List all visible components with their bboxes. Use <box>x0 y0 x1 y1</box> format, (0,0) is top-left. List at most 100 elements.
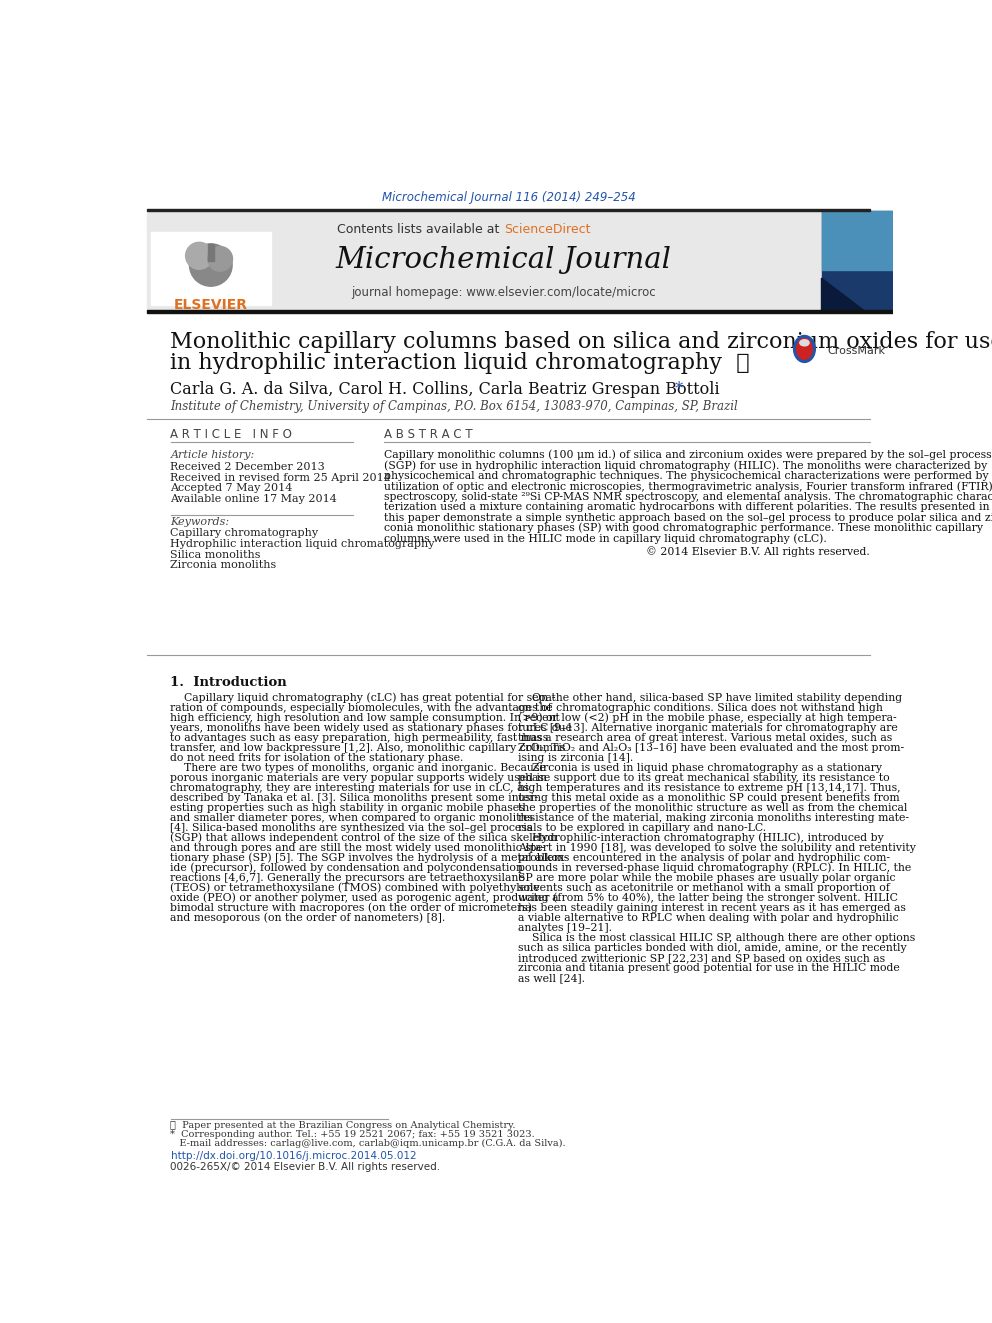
Text: Available online 17 May 2014: Available online 17 May 2014 <box>171 493 337 504</box>
Text: in hydrophilic interaction liquid chromatography  ☆: in hydrophilic interaction liquid chroma… <box>171 352 750 374</box>
Text: Zirconia monoliths: Zirconia monoliths <box>171 561 277 570</box>
Text: ration of compounds, especially biomolecules, with the advantages of: ration of compounds, especially biomolec… <box>171 703 553 713</box>
Text: and smaller diameter pores, when compared to organic monoliths: and smaller diameter pores, when compare… <box>171 812 534 823</box>
Text: high temperatures and its resistance to extreme pH [13,14,17]. Thus,: high temperatures and its resistance to … <box>518 783 901 792</box>
Ellipse shape <box>797 339 812 360</box>
Text: solvents such as acetonitrile or methanol with a small proportion of: solvents such as acetonitrile or methano… <box>518 882 890 893</box>
Text: A R T I C L E   I N F O: A R T I C L E I N F O <box>171 427 293 441</box>
Ellipse shape <box>794 336 815 363</box>
Text: problems encountered in the analysis of polar and hydrophilic com-: problems encountered in the analysis of … <box>518 853 890 863</box>
Text: ZrO₂, TiO₂ and Al₂O₃ [13–16] have been evaluated and the most prom-: ZrO₂, TiO₂ and Al₂O₃ [13–16] have been e… <box>518 742 904 753</box>
Text: such as silica particles bonded with diol, amide, amine, or the recently: such as silica particles bonded with dio… <box>518 943 907 953</box>
Bar <box>147 209 870 212</box>
Ellipse shape <box>800 340 809 345</box>
Text: on the chromatographic conditions. Silica does not withstand high: on the chromatographic conditions. Silic… <box>518 703 883 713</box>
Text: http://dx.doi.org/10.1016/j.microc.2014.05.012: http://dx.doi.org/10.1016/j.microc.2014.… <box>171 1151 416 1160</box>
Text: (SGP) that allows independent control of the size of the silica skeleton: (SGP) that allows independent control of… <box>171 832 558 843</box>
Text: water (from 5% to 40%), the latter being the stronger solvent. HILIC: water (from 5% to 40%), the latter being… <box>518 893 898 904</box>
Ellipse shape <box>189 243 232 286</box>
Text: Carla G. A. da Silva, Carol H. Collins, Carla Beatriz Grespan Bottoli: Carla G. A. da Silva, Carol H. Collins, … <box>171 381 720 398</box>
Text: zirconia and titania present good potential for use in the HILIC mode: zirconia and titania present good potent… <box>518 963 900 972</box>
Text: Institute of Chemistry, University of Campinas, P.O. Box 6154, 13083-970, Campin: Institute of Chemistry, University of Ca… <box>171 400 738 413</box>
Text: On the other hand, silica-based SP have limited stability depending: On the other hand, silica-based SP have … <box>518 693 902 703</box>
Text: chromatography, they are interesting materials for use in cLC, as: chromatography, they are interesting mat… <box>171 783 530 792</box>
Text: columns were used in the HILIC mode in capillary liquid chromatography (cLC).: columns were used in the HILIC mode in c… <box>384 533 826 544</box>
Text: conia monolithic stationary phases (SP) with good chromatographic performance. T: conia monolithic stationary phases (SP) … <box>384 523 983 533</box>
Ellipse shape <box>207 246 232 271</box>
Text: tures [9–13]. Alternative inorganic materials for chromatography are: tures [9–13]. Alternative inorganic mate… <box>518 722 898 733</box>
Text: ☆  Paper presented at the Brazilian Congress on Analytical Chemistry.: ☆ Paper presented at the Brazilian Congr… <box>171 1121 516 1130</box>
Text: ide (precursor), followed by condensation and polycondensation: ide (precursor), followed by condensatio… <box>171 863 524 873</box>
Text: Accepted 7 May 2014: Accepted 7 May 2014 <box>171 483 293 493</box>
Text: terization used a mixture containing aromatic hydrocarbons with different polari: terization used a mixture containing aro… <box>384 503 989 512</box>
Text: [4]. Silica-based monoliths are synthesized via the sol–gel process: [4]. Silica-based monoliths are synthesi… <box>171 823 533 833</box>
Text: high efficiency, high resolution and low sample consumption. In recent: high efficiency, high resolution and low… <box>171 713 560 722</box>
Text: transfer, and low backpressure [1,2]. Also, monolithic capillary columns: transfer, and low backpressure [1,2]. Al… <box>171 742 566 753</box>
Bar <box>207 245 214 261</box>
Text: SP are more polar while the mobile phases are usually polar organic: SP are more polar while the mobile phase… <box>518 873 895 882</box>
Text: (TEOS) or tetramethoxysilane (TMOS) combined with polyethylene: (TEOS) or tetramethoxysilane (TMOS) comb… <box>171 882 540 893</box>
Text: *  Corresponding author. Tel.: +55 19 2521 2067; fax: +55 19 3521 3023.: * Corresponding author. Tel.: +55 19 252… <box>171 1130 536 1139</box>
Text: Microchemical Journal: Microchemical Journal <box>335 246 672 274</box>
Text: Alpert in 1990 [18], was developed to solve the solubility and retentivity: Alpert in 1990 [18], was developed to so… <box>518 843 916 853</box>
Text: (SGP) for use in hydrophilic interaction liquid chromatography (HILIC). The mono: (SGP) for use in hydrophilic interaction… <box>384 460 987 471</box>
Text: using this metal oxide as a monolithic SP could present benefits from: using this metal oxide as a monolithic S… <box>518 792 900 803</box>
Text: Microchemical Journal 116 (2014) 249–254: Microchemical Journal 116 (2014) 249–254 <box>382 191 635 204</box>
Text: Article history:: Article history: <box>171 450 255 460</box>
Text: has been steadily gaining interest in recent years as it has emerged as: has been steadily gaining interest in re… <box>518 904 906 913</box>
Text: spectroscopy, solid-state ²⁹Si CP-MAS NMR spectroscopy, and elemental analysis. : spectroscopy, solid-state ²⁹Si CP-MAS NM… <box>384 492 992 501</box>
Text: and mesoporous (on the order of nanometers) [8].: and mesoporous (on the order of nanomete… <box>171 913 445 923</box>
Text: as well [24].: as well [24]. <box>518 972 584 983</box>
Text: pounds in reversed-phase liquid chromatography (RPLC). In HILIC, the: pounds in reversed-phase liquid chromato… <box>518 863 911 873</box>
Text: 0026-265X/© 2014 Elsevier B.V. All rights reserved.: 0026-265X/© 2014 Elsevier B.V. All right… <box>171 1162 440 1172</box>
Text: phase support due to its great mechanical stability, its resistance to: phase support due to its great mechanica… <box>518 773 889 783</box>
Text: ELSEVIER: ELSEVIER <box>174 298 248 312</box>
Text: Zirconia is used in liquid phase chromatography as a stationary: Zirconia is used in liquid phase chromat… <box>518 763 882 773</box>
Text: Received 2 December 2013: Received 2 December 2013 <box>171 462 325 472</box>
Bar <box>151 232 271 306</box>
Text: this paper demonstrate a simple synthetic approach based on the sol–gel process : this paper demonstrate a simple syntheti… <box>384 512 992 523</box>
Text: A B S T R A C T: A B S T R A C T <box>384 427 472 441</box>
Text: bimodal structure with macropores (on the order of micrometers): bimodal structure with macropores (on th… <box>171 902 533 913</box>
Text: ising is zirconia [14].: ising is zirconia [14]. <box>518 753 633 763</box>
Text: Received in revised form 25 April 2014: Received in revised form 25 April 2014 <box>171 472 392 483</box>
Text: 1.  Introduction: 1. Introduction <box>171 676 288 689</box>
Text: Capillary chromatography: Capillary chromatography <box>171 528 318 538</box>
Text: esting properties such as high stability in organic mobile phases: esting properties such as high stability… <box>171 803 525 812</box>
Text: thus a research area of great interest. Various metal oxides, such as: thus a research area of great interest. … <box>518 733 892 742</box>
Text: Silica monoliths: Silica monoliths <box>171 549 261 560</box>
Text: introduced zwitterionic SP [22,23] and SP based on oxides such as: introduced zwitterionic SP [22,23] and S… <box>518 953 885 963</box>
Text: E-mail addresses: carlag@live.com, carlab@iqm.unicamp.br (C.G.A. da Silva).: E-mail addresses: carlag@live.com, carla… <box>171 1139 566 1148</box>
Text: years, monoliths have been widely used as stationary phases for cLC due: years, monoliths have been widely used a… <box>171 722 572 733</box>
Bar <box>821 212 893 270</box>
Polygon shape <box>821 278 865 311</box>
Text: physicochemical and chromatographic techniques. The physicochemical characteriza: physicochemical and chromatographic tech… <box>384 471 988 482</box>
Text: MICROCHEMICAL
JOURNAL: MICROCHEMICAL JOURNAL <box>827 238 887 249</box>
Text: and through pores and are still the most widely used monolithic sta-: and through pores and are still the most… <box>171 843 546 853</box>
Text: Capillary monolithic columns (100 μm id.) of silica and zirconium oxides were pr: Capillary monolithic columns (100 μm id.… <box>384 450 991 460</box>
Text: do not need frits for isolation of the stationary phase.: do not need frits for isolation of the s… <box>171 753 464 763</box>
Text: reactions [4,6,7]. Generally the precursors are tetraethoxysilane: reactions [4,6,7]. Generally the precurs… <box>171 873 525 882</box>
Text: © 2014 Elsevier B.V. All rights reserved.: © 2014 Elsevier B.V. All rights reserved… <box>646 546 870 557</box>
Text: analytes [19–21].: analytes [19–21]. <box>518 923 612 933</box>
Text: tionary phase (SP) [5]. The SGP involves the hydrolysis of a metal alkox-: tionary phase (SP) [5]. The SGP involves… <box>171 852 568 863</box>
Text: CrossMark: CrossMark <box>827 347 886 356</box>
Text: (>9) or low (<2) pH in the mobile phase, especially at high tempera-: (>9) or low (<2) pH in the mobile phase,… <box>518 713 897 724</box>
Bar <box>147 311 893 312</box>
Text: *: * <box>671 381 683 398</box>
Text: Keywords:: Keywords: <box>171 517 229 527</box>
Text: rials to be explored in capillary and nano-LC.: rials to be explored in capillary and na… <box>518 823 766 833</box>
Text: There are two types of monoliths, organic and inorganic. Because: There are two types of monoliths, organi… <box>171 763 547 773</box>
Text: a viable alternative to RPLC when dealing with polar and hydrophilic: a viable alternative to RPLC when dealin… <box>518 913 899 923</box>
Text: Silica is the most classical HILIC SP, although there are other options: Silica is the most classical HILIC SP, a… <box>518 933 915 943</box>
Text: utilization of optic and electronic microscopies, thermogravimetric analysis, Fo: utilization of optic and electronic micr… <box>384 482 992 492</box>
Text: Hydrophilic interaction liquid chromatography: Hydrophilic interaction liquid chromatog… <box>171 538 435 549</box>
Bar <box>821 212 893 311</box>
Text: porous inorganic materials are very popular supports widely used in: porous inorganic materials are very popu… <box>171 773 548 783</box>
Text: described by Tanaka et al. [3]. Silica monoliths present some inter-: described by Tanaka et al. [3]. Silica m… <box>171 792 539 803</box>
Text: Monolithic capillary columns based on silica and zirconium oxides for use: Monolithic capillary columns based on si… <box>171 331 992 353</box>
Text: journal homepage: www.elsevier.com/locate/microc: journal homepage: www.elsevier.com/locat… <box>351 286 656 299</box>
Text: the properties of the monolithic structure as well as from the chemical: the properties of the monolithic structu… <box>518 803 907 812</box>
Text: oxide (PEO) or another polymer, used as porogenic agent, producing a: oxide (PEO) or another polymer, used as … <box>171 893 559 904</box>
Text: Capillary liquid chromatography (cLC) has great potential for sepa-: Capillary liquid chromatography (cLC) ha… <box>171 692 556 703</box>
